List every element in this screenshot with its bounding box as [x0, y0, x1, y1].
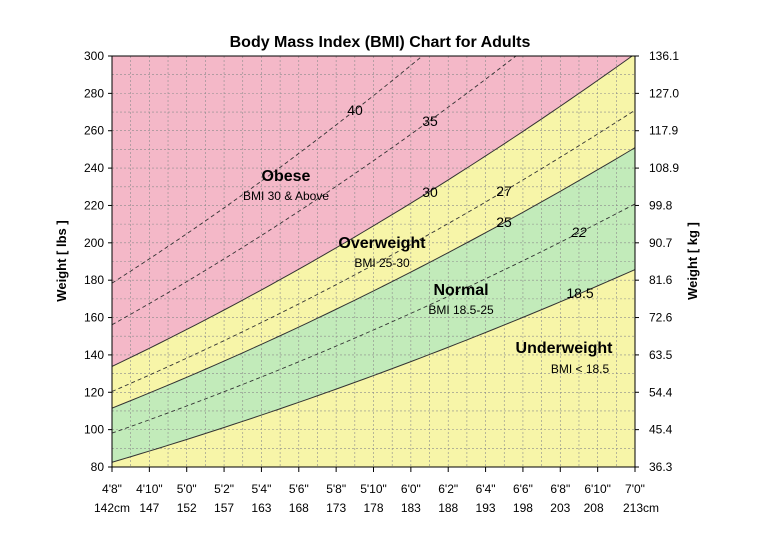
y-tick-label: 180: [84, 273, 104, 287]
y-right-tick-label: 117.9: [649, 124, 678, 138]
x-tick-label-cm: 173: [326, 501, 346, 515]
y-right-tick-label: 99.8: [649, 198, 673, 212]
y-right-tick-label: 45.4: [649, 423, 673, 437]
y-tick-label: 200: [84, 236, 104, 250]
region-underweight-range: BMI < 18.5: [551, 362, 610, 376]
bmi-curves: [112, 56, 635, 463]
x-tick-label-cm: 208: [584, 501, 604, 515]
curve-label-30: 30: [422, 184, 438, 200]
x-tick-label-feet: 6'4": [476, 482, 496, 496]
x-tick-label-feet: 5'4": [251, 482, 271, 496]
y-right-tick-label: 72.6: [649, 311, 673, 325]
x-tick-label-cm: 203: [550, 501, 570, 515]
bmi-curve-25: [112, 147, 635, 409]
curve-label-18-5: 18.5: [566, 285, 593, 301]
y-tick-label: 100: [84, 423, 104, 437]
y-right-tick-label: 127.0: [649, 86, 679, 100]
x-tick-label-feet: 7'0": [625, 482, 645, 496]
region-normal-range: BMI 18.5-25: [428, 303, 494, 317]
x-tick-label-cm: 157: [214, 501, 234, 515]
x-tick-label-cm: 198: [513, 501, 533, 515]
y-axis-right-title: Weight [ kg ]: [685, 222, 700, 300]
y-axis-left: 80 100 120 140 160 180 200 220 240 260 280 300: [84, 49, 112, 474]
y-tick-label: 300: [84, 49, 104, 63]
y-tick-label: 260: [84, 124, 104, 138]
x-tick-label-feet: 6'8": [550, 482, 570, 496]
x-tick-label-cm: 152: [177, 501, 197, 515]
curve-label-35: 35: [422, 113, 438, 129]
region-underweight-label: Underweight: [516, 340, 614, 357]
y-axis-left-title: Weight [ lbs ]: [54, 220, 69, 301]
x-tick-label-feet: 6'10": [584, 482, 611, 496]
y-right-tick-label: 36.3: [649, 460, 673, 474]
x-tick-label-cm: 193: [476, 501, 496, 515]
region-overweight-label: Overweight: [338, 235, 426, 252]
x-tick-label-cm: 168: [289, 501, 309, 515]
curve-label-40: 40: [347, 102, 363, 118]
chart-title: Body Mass Index (BMI) Chart for Adults: [230, 34, 531, 51]
x-tick-label-feet: 4'8": [102, 482, 122, 496]
curve-labels: 18.5 22 25 27 30 35 40: [347, 102, 594, 301]
x-tick-label-feet: 6'0": [401, 482, 421, 496]
y-tick-label: 220: [84, 198, 104, 212]
x-tick-label-feet: 5'6": [289, 482, 309, 496]
y-tick-label: 120: [84, 385, 104, 399]
x-tick-label-feet: 6'6": [513, 482, 533, 496]
x-tick-label-cm: 163: [251, 501, 271, 515]
y-right-tick-label: 136.1: [649, 49, 679, 63]
y-axis-right: 36.3 45.4 54.4 63.5 72.6 81.6 90.7 99.8 108.9 117…: [635, 49, 679, 474]
y-tick-label: 140: [84, 348, 104, 362]
x-tick-label-feet: 5'8": [326, 482, 346, 496]
region-normal-label: Normal: [433, 282, 488, 299]
curve-label-27: 27: [496, 183, 512, 199]
bmi-curve-35: [112, 56, 517, 326]
x-tick-label-cm: 147: [139, 501, 159, 515]
bmi-curve-18-5: [112, 269, 635, 463]
y-right-tick-label: 90.7: [649, 236, 673, 250]
region-obese-label: Obese: [262, 168, 311, 185]
region-overweight-range: BMI 25-30: [354, 256, 410, 270]
y-right-tick-label: 54.4: [649, 385, 673, 399]
y-right-tick-label: 81.6: [649, 273, 673, 287]
y-tick-label: 80: [91, 460, 105, 474]
region-labels: Obese BMI 30 & Above Overweight BMI 25-30 No…: [243, 168, 613, 376]
bmi-curve-22: [112, 203, 635, 434]
x-tick-label-cm: 178: [363, 501, 383, 515]
x-tick-label-cm: 183: [401, 501, 421, 515]
y-tick-label: 280: [84, 86, 104, 100]
x-tick-label-cm: 188: [438, 501, 458, 515]
y-right-tick-label: 63.5: [649, 348, 673, 362]
curve-label-22: 22: [570, 224, 587, 240]
region-obese-range: BMI 30 & Above: [243, 189, 329, 203]
x-axis: 4'8" 142cm 4'10" 147 5'0" 152 5'2" 157 5'4" 163 5'…: [94, 467, 659, 515]
x-tick-label-feet: 5'2": [214, 482, 234, 496]
bmi-curve-27: [112, 109, 635, 392]
y-right-tick-label: 108.9: [649, 161, 679, 175]
y-tick-label: 240: [84, 161, 104, 175]
x-tick-label-feet: 4'10": [136, 482, 163, 496]
curve-label-25: 25: [496, 214, 512, 230]
x-tick-label-cm: 213cm: [623, 501, 659, 515]
bmi-curve-30: [112, 56, 633, 367]
x-tick-label-feet: 6'2": [438, 482, 458, 496]
x-tick-label-feet: 5'10": [360, 482, 387, 496]
x-tick-label-feet: 5'0": [177, 482, 197, 496]
x-tick-label-cm: 142cm: [94, 501, 130, 515]
y-tick-label: 160: [84, 311, 104, 325]
